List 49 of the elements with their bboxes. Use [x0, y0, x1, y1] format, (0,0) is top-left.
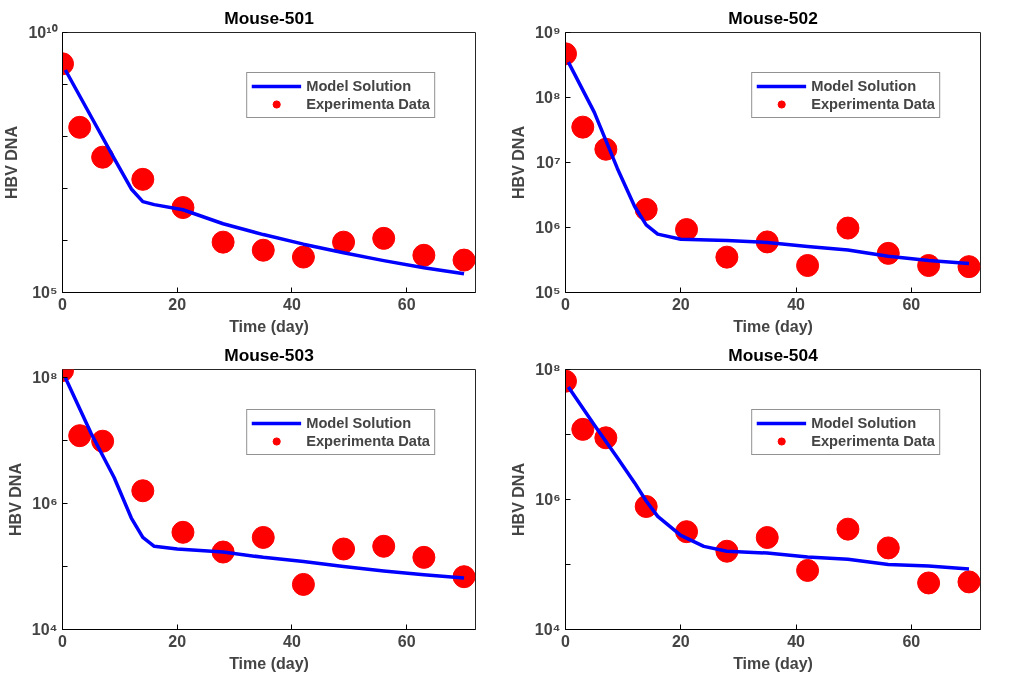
y-axis-title: HBV DNA [510, 125, 528, 199]
chart-title: Mouse-504 [728, 344, 819, 365]
y-tick-label: 10⁶ [535, 491, 561, 508]
legend-label: Experimenta Data [306, 432, 430, 450]
x-tick-label: 0 [561, 295, 571, 313]
chart-title: Mouse-501 [224, 7, 315, 28]
y-tick-label: 10⁷ [536, 154, 561, 171]
legend-label: Model Solution [306, 77, 412, 95]
x-axis-title: Time (day) [733, 317, 813, 335]
y-tick-label: 10⁵ [32, 284, 58, 301]
y-tick-label: 10⁴ [31, 621, 58, 638]
x-tick-label: 60 [397, 632, 416, 650]
x-tick-label: 0 [58, 295, 68, 313]
x-tick-label: 20 [671, 295, 690, 313]
x-axis-title: Time (day) [229, 317, 309, 335]
y-axis-title: HBV DNA [6, 462, 24, 536]
legend-label: Experimenta Data [811, 95, 935, 113]
x-tick-label: 40 [283, 632, 301, 650]
x-tick-label: 60 [397, 295, 416, 313]
chart-title: Mouse-502 [728, 7, 818, 28]
legend-label: Model Solution [811, 77, 917, 95]
x-axis-title: Time (day) [229, 654, 309, 672]
y-tick-label: 10⁸ [535, 361, 561, 378]
y-tick-label: 10⁸ [535, 89, 561, 106]
x-tick-label: 40 [283, 295, 301, 313]
y-axis-title: HBV DNA [3, 125, 21, 199]
y-tick-label: 10⁶ [32, 495, 58, 513]
y-tick-label: 10⁵ [535, 284, 561, 301]
x-tick-label: 40 [787, 295, 806, 313]
x-tick-label: 60 [902, 632, 921, 650]
x-tick-label: 60 [902, 295, 921, 313]
x-tick-label: 20 [168, 295, 187, 313]
x-tick-label: 20 [671, 632, 690, 650]
legend-label: Experimenta Data [306, 95, 430, 113]
x-tick-label: 0 [58, 632, 68, 650]
x-tick-label: 0 [561, 632, 571, 650]
x-tick-label: 40 [787, 632, 806, 650]
legend-label: Experimenta Data [811, 432, 935, 450]
legend-label: Model Solution [811, 414, 917, 432]
y-tick-label: 10⁴ [534, 621, 561, 638]
y-tick-label: 10¹⁰ [28, 24, 58, 41]
chart-title: Mouse-503 [224, 344, 315, 365]
y-tick-label: 10⁹ [535, 24, 561, 41]
y-tick-label: 10⁶ [535, 219, 561, 236]
x-tick-label: 20 [168, 632, 187, 650]
x-axis-title: Time (day) [733, 654, 813, 672]
y-axis-title: HBV DNA [509, 462, 527, 536]
y-tick-label: 10⁸ [32, 369, 58, 387]
legend-label: Model Solution [306, 414, 412, 432]
